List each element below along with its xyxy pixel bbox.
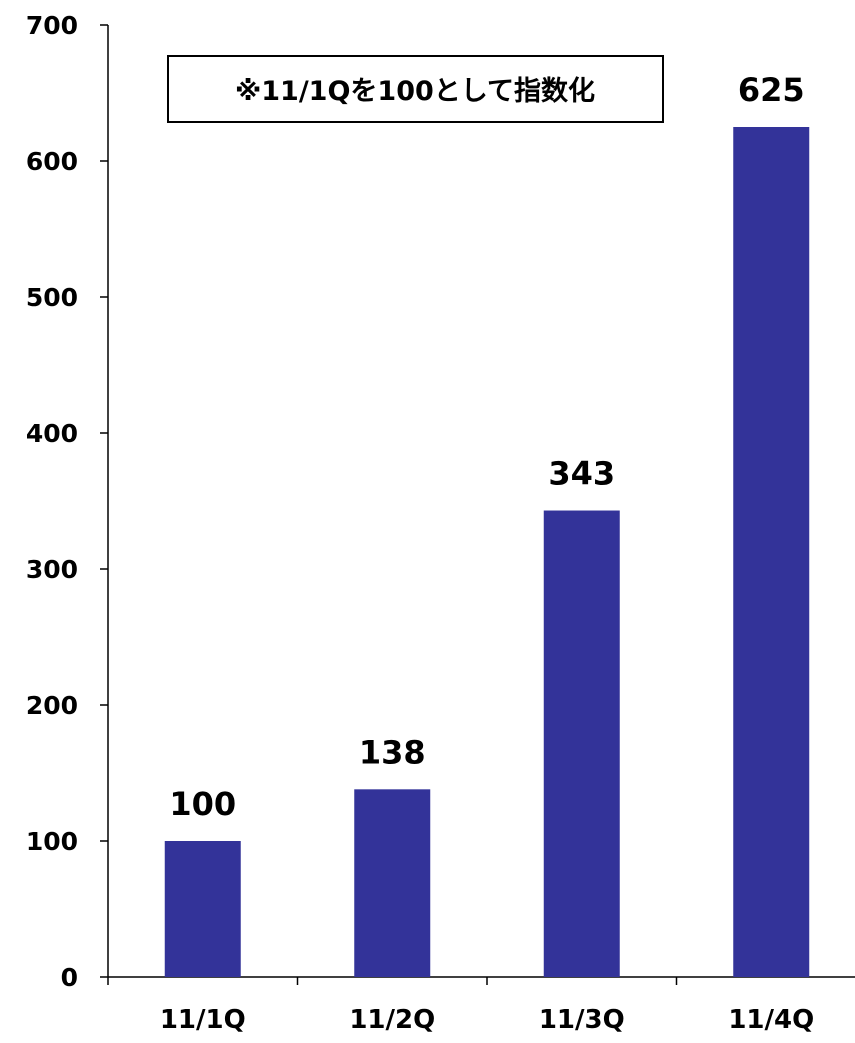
- y-tick-label: 500: [26, 283, 78, 312]
- annotation-frame: [167, 55, 664, 123]
- data-label: 625: [738, 71, 805, 109]
- y-tick-label: 100: [26, 827, 78, 856]
- y-tick-label: 600: [26, 147, 78, 176]
- annotation-box: ※11/1Qを100として指数化: [167, 55, 664, 123]
- annotation-text: ※11/1Qを100として指数化: [235, 76, 595, 107]
- x-category-label: 11/2Q: [349, 1005, 435, 1035]
- data-label: 343: [548, 455, 615, 493]
- y-tick-label: 400: [26, 419, 78, 448]
- data-label: 138: [359, 733, 426, 771]
- x-category-label: 11/1Q: [160, 1005, 246, 1035]
- bar: [733, 127, 810, 977]
- x-category-label: 11/4Q: [728, 1005, 814, 1035]
- bars: [164, 127, 810, 977]
- bar: [354, 789, 431, 977]
- x-axis: 11/1Q 11/2Q 11/3Q 11/4Q: [107, 976, 855, 1035]
- bar: [164, 841, 241, 977]
- y-axis: 0 100 200 300 400 500 600 700: [26, 11, 109, 992]
- x-category-label: 11/3Q: [539, 1005, 625, 1035]
- bar: [543, 510, 620, 977]
- y-tick-label: 300: [26, 555, 78, 584]
- data-labels: 100 138 343 625: [169, 71, 804, 823]
- y-tick-label: 0: [61, 963, 78, 992]
- y-tick-label: 700: [26, 11, 78, 40]
- y-tick-label: 200: [26, 691, 78, 720]
- data-label: 100: [169, 785, 236, 823]
